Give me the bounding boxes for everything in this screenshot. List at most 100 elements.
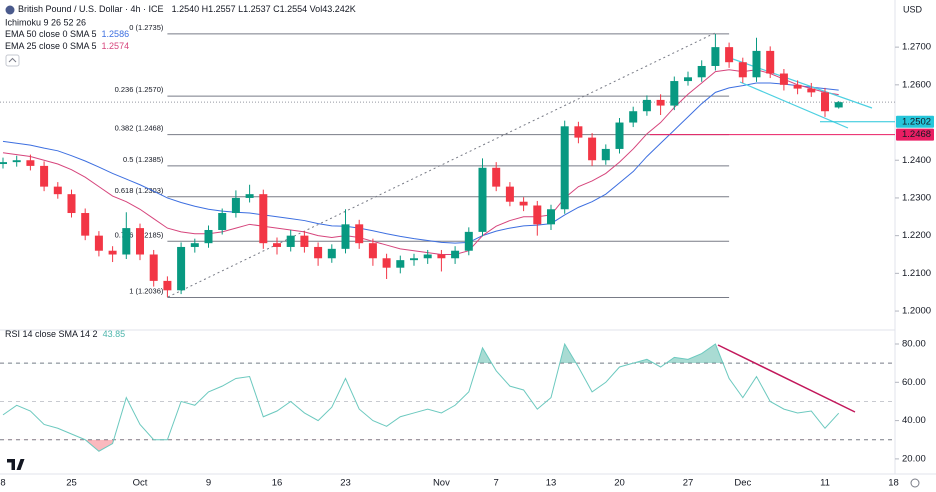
y-tick-label: 1.2300 — [902, 192, 931, 203]
candle-body — [574, 126, 583, 138]
x-tick-label: 23 — [340, 478, 351, 489]
currency[interactable]: USD — [903, 4, 923, 14]
candle-body — [560, 126, 569, 210]
fib-label: 1 (1.2036) — [129, 286, 164, 295]
symbol-icon — [5, 5, 15, 15]
fib-label: 0.5 (1.2385) — [123, 155, 164, 164]
candle-body — [204, 229, 213, 244]
legend-rsi: RSI 14 close SMA 14 2 43.85 — [5, 329, 125, 339]
candle-body — [725, 47, 734, 63]
candle-body — [505, 186, 514, 202]
rsi-pane — [0, 342, 895, 452]
x-tick-label: 13 — [546, 478, 557, 489]
channel-line — [739, 81, 849, 129]
x-tick-label: Dec — [734, 478, 751, 489]
candle-body — [711, 47, 720, 66]
price-badge-label: 1.2468 — [902, 129, 931, 140]
x-tick-label: 7 — [494, 478, 499, 489]
candle-body — [273, 243, 281, 247]
fib-label: 0.382 (1.2468) — [115, 124, 164, 133]
legend-symbol: British Pound / U.S. Dollar · 4h · ICE 1.… — [18, 4, 356, 14]
legend-ema50: EMA 50 close 0 SMA 5 1.2586 — [5, 29, 129, 39]
axes: 1.2700 1.2600 1.2400 1.2300 1.2200 1.2100 1.20… — [0, 42, 934, 489]
fib-label: 0 (1.2735) — [129, 23, 164, 32]
candle-body — [738, 62, 747, 78]
x-tick-label: 8 — [0, 478, 5, 489]
candle-body — [478, 167, 487, 232]
x-tick-label: 9 — [206, 478, 211, 489]
rsi-tick-label: 40.00 — [902, 415, 926, 426]
ema-line — [2, 82, 839, 244]
candle-body — [108, 250, 117, 255]
legend-collapse-icon — [8, 57, 17, 63]
candle-body — [94, 235, 103, 251]
fib-label: 0.618 (1.2303) — [115, 186, 164, 195]
candle-body — [163, 280, 172, 291]
candle-body — [766, 50, 775, 74]
candle-body — [451, 250, 460, 259]
legend-ema25: EMA 25 close 0 SMA 5 1.2574 — [5, 41, 129, 51]
x-tick-label: Nov — [433, 478, 450, 489]
candle-body — [81, 213, 90, 236]
candle-body — [492, 167, 501, 187]
candle-body — [834, 102, 843, 108]
candle-body — [437, 254, 446, 259]
candle-body — [149, 254, 158, 281]
candle-body — [821, 92, 829, 112]
ema-line — [2, 69, 839, 255]
candle-body — [423, 254, 432, 259]
candle-body — [464, 231, 473, 251]
x-tick-label: 20 — [614, 478, 625, 489]
price-badge — [896, 128, 934, 141]
rsi-line — [2, 342, 840, 452]
y-tick-label: 1.2200 — [902, 230, 931, 241]
fib-label: 0.236 (1.2570) — [115, 85, 164, 94]
candle-body — [779, 73, 788, 85]
logo — [7, 459, 25, 470]
rsi-trend-line — [717, 344, 856, 413]
candle-body — [382, 258, 391, 268]
candle-body — [547, 209, 555, 225]
candle-body — [601, 148, 610, 161]
fib-trend-line — [167, 32, 716, 298]
candle-body — [629, 111, 638, 123]
y-tick-label: 1.2100 — [902, 268, 931, 279]
candle-body — [684, 77, 692, 82]
candle-body — [245, 194, 254, 198]
candle-body — [807, 88, 816, 93]
candle-body — [656, 99, 665, 106]
candle-body — [341, 224, 350, 249]
rsi-overbought-fill — [477, 344, 724, 364]
legend-collapse[interactable] — [5, 54, 20, 67]
candle-body — [615, 122, 624, 149]
candle-body — [793, 84, 802, 89]
candle-body — [368, 243, 377, 259]
price-badge — [896, 115, 934, 128]
candle-body — [519, 201, 528, 206]
candle-body — [410, 258, 418, 261]
candle-body — [533, 205, 542, 225]
x-tick-label: 25 — [66, 478, 77, 489]
candle-body — [670, 81, 679, 106]
settings-icon[interactable] — [910, 478, 920, 488]
y-tick-label: 1.2400 — [902, 155, 931, 166]
candle-body — [53, 186, 62, 195]
candle-body — [177, 246, 186, 291]
candle-body — [588, 137, 597, 161]
x-tick-label: 27 — [683, 478, 694, 489]
x-tick-label: 18 — [888, 478, 899, 489]
candle-body — [231, 197, 240, 214]
candle-body — [396, 260, 405, 268]
candle-body — [122, 228, 131, 255]
x-tick-label: 16 — [272, 478, 283, 489]
candle-body — [642, 99, 651, 112]
rsi-tick-label: 20.00 — [902, 453, 926, 464]
candle-body — [697, 65, 706, 78]
price-badge-label: 1.2502 — [902, 116, 931, 127]
candle-body — [327, 248, 336, 259]
candle-body — [355, 224, 364, 244]
candle-body — [300, 235, 309, 247]
y-tick-label: 1.2000 — [902, 306, 931, 317]
x-tick-label: 11 — [820, 478, 830, 489]
